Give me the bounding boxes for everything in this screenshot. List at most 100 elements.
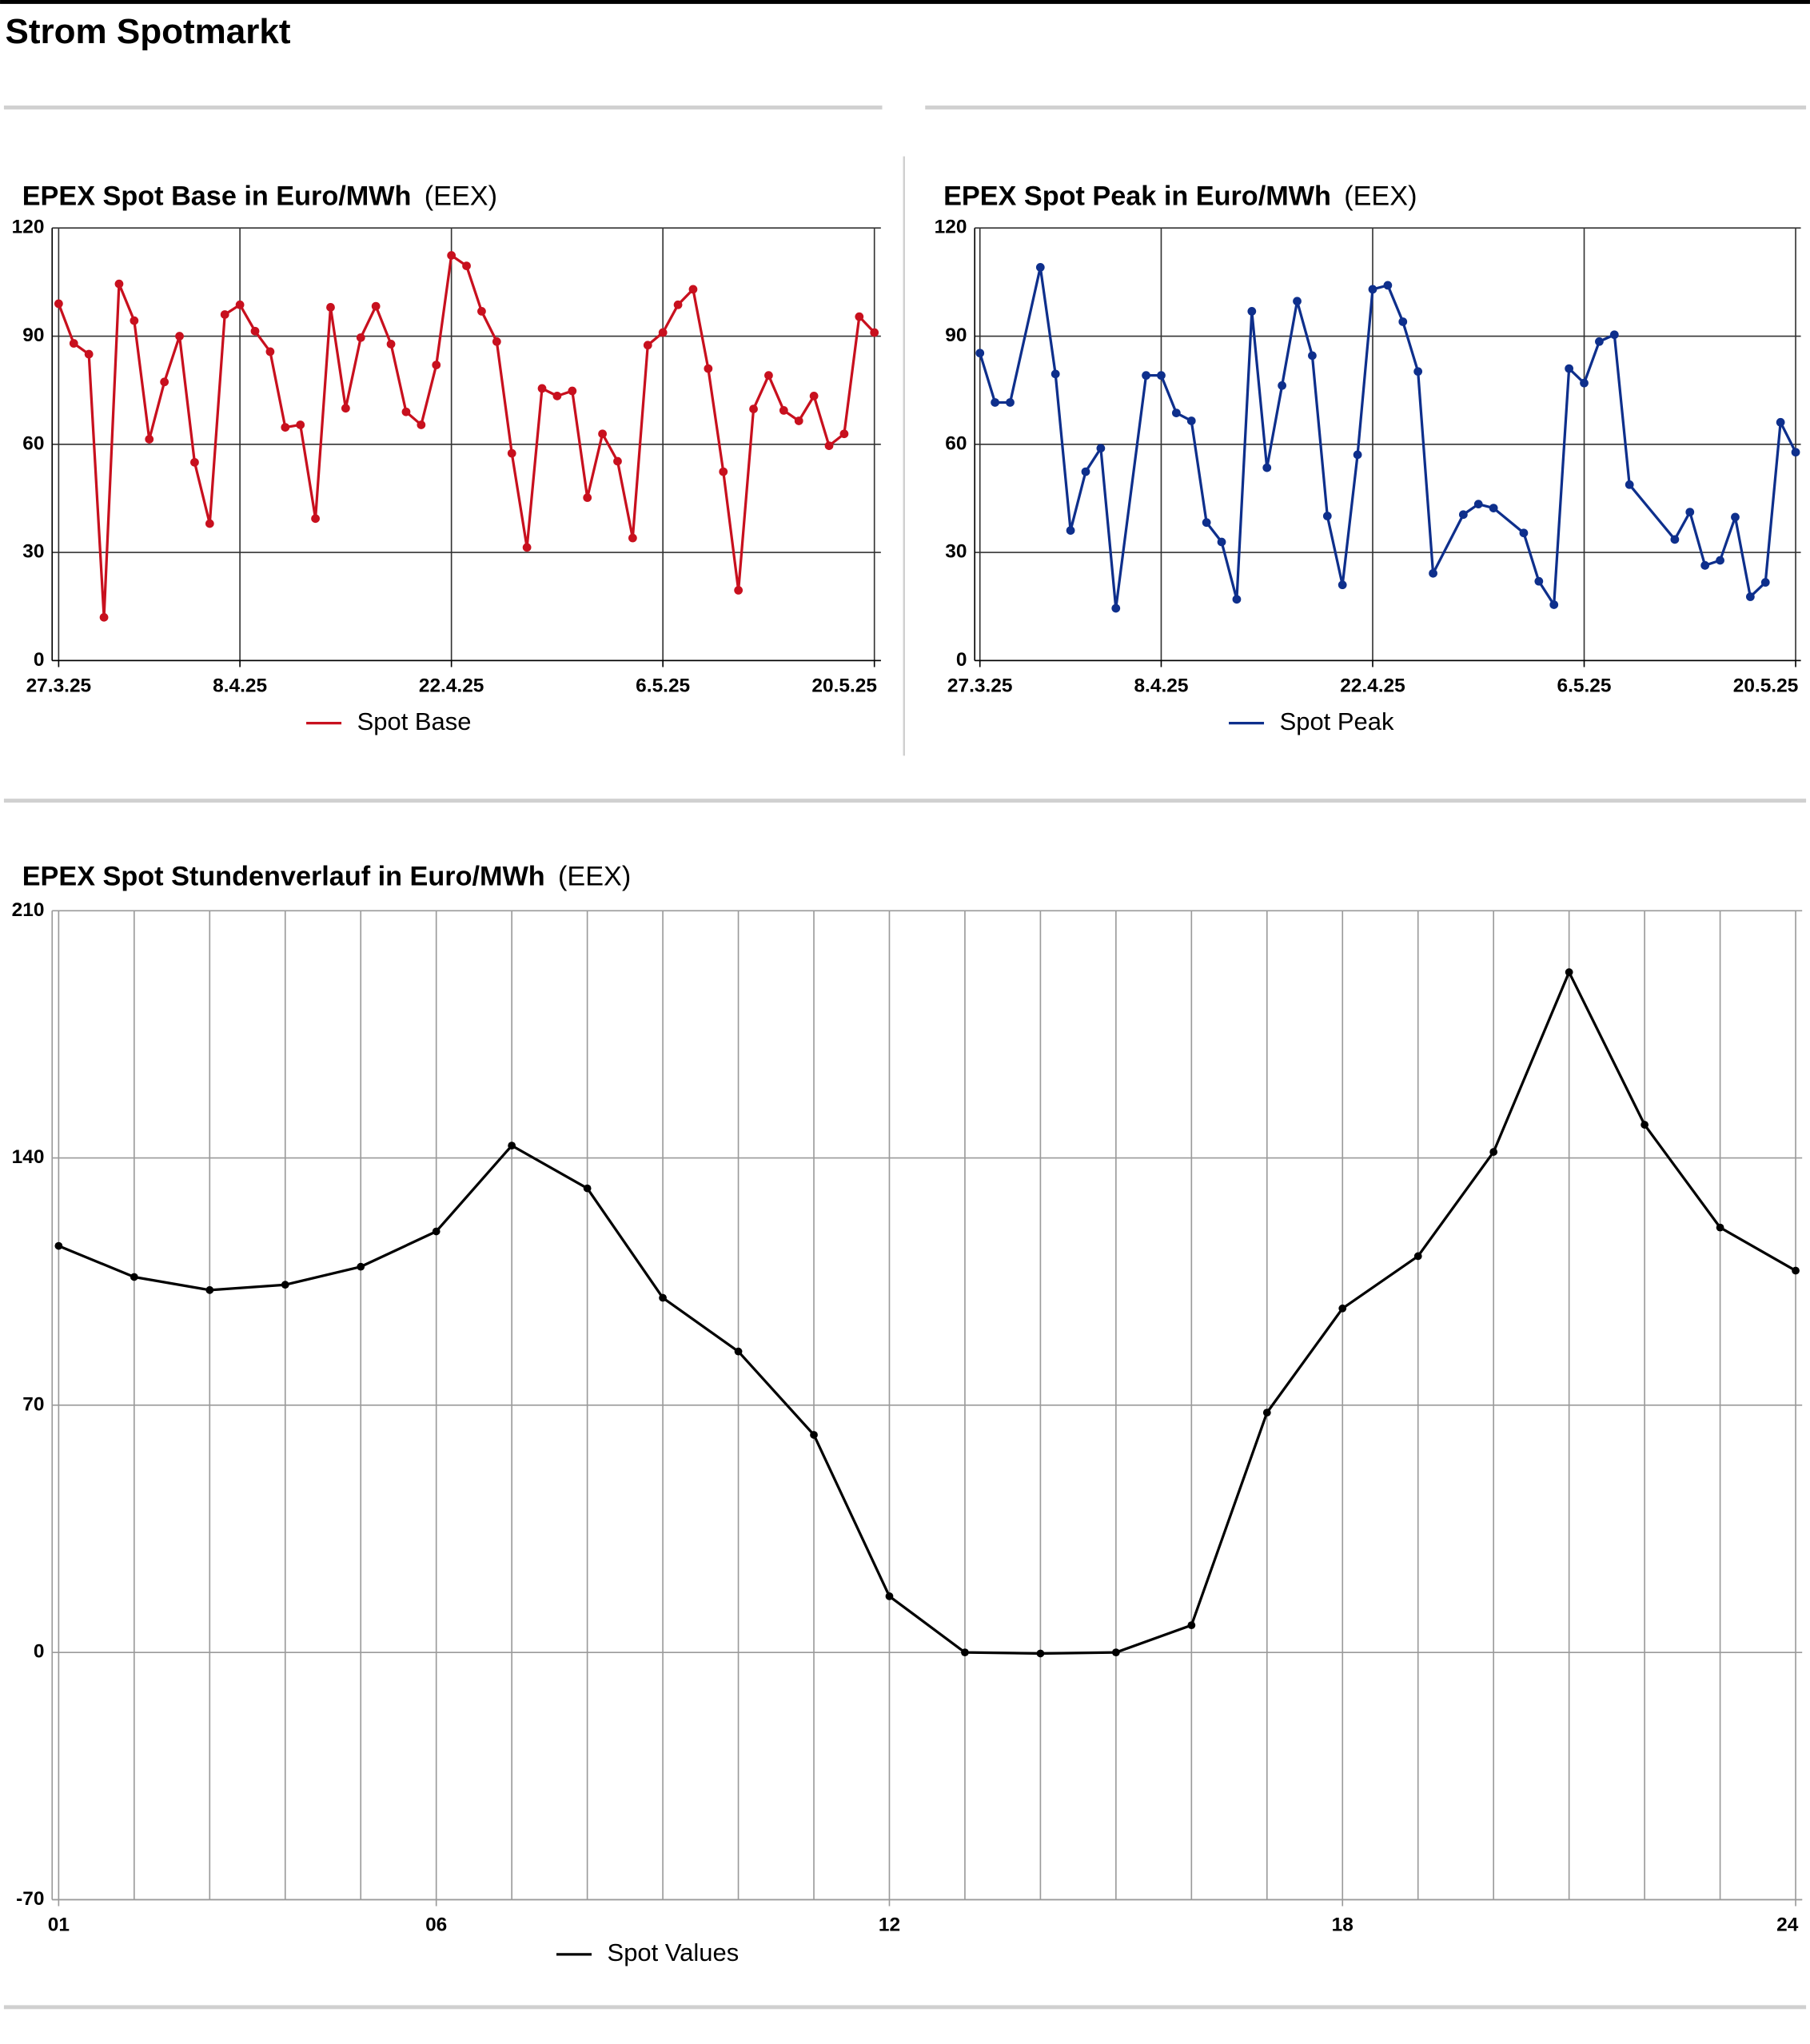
data-point [1157, 371, 1166, 381]
y-tick-label: 0 [34, 1641, 45, 1663]
data-point [1565, 364, 1573, 373]
data-point [326, 303, 335, 312]
page-title: Strom Spotmarkt [6, 12, 291, 51]
chart-source: (EEX) [1344, 181, 1417, 212]
data-point [734, 586, 744, 595]
data-point [205, 1285, 214, 1294]
x-tick-label: 20.5.25 [1733, 675, 1799, 696]
data-point [69, 339, 78, 348]
x-tick-label: 12 [879, 1914, 900, 1935]
data-point [1111, 1648, 1120, 1657]
series-line [57, 253, 875, 619]
data-point [1731, 512, 1740, 522]
separator [903, 156, 905, 756]
data-point [1398, 317, 1408, 326]
data-point [1247, 307, 1257, 316]
data-point [1036, 1649, 1045, 1658]
data-point [507, 448, 516, 458]
x-tick-label: 20.5.25 [811, 675, 877, 696]
y-tick-label: -70 [16, 1888, 44, 1910]
data-point [1262, 463, 1272, 472]
y-tick-label: 90 [22, 325, 44, 346]
data-point [1202, 518, 1211, 528]
data-point [281, 423, 290, 432]
data-point [1519, 528, 1529, 538]
x-tick-label: 06 [425, 1914, 447, 1935]
x-tick-label: 6.5.25 [1557, 675, 1612, 696]
data-point [1792, 1266, 1800, 1275]
data-point [1609, 330, 1619, 340]
y-tick-label: 120 [12, 217, 45, 238]
data-point [961, 1648, 969, 1657]
y-tick-label: 0 [34, 649, 45, 671]
top-rule [0, 0, 1810, 4]
data-point [1489, 504, 1498, 512]
data-point [386, 340, 396, 349]
data-point [160, 377, 169, 387]
legend-label: Spot Base [357, 707, 472, 735]
legend-label: Spot Peak [1280, 707, 1394, 735]
separator [925, 106, 1807, 110]
data-point [1791, 448, 1800, 457]
data-point [1534, 576, 1544, 586]
x-tick-label: 22.4.25 [1340, 675, 1405, 696]
chart-source: (EEX) [425, 181, 497, 212]
x-tick-label: 01 [48, 1914, 70, 1935]
y-tick-label: 140 [12, 1146, 45, 1168]
chart-title-text: EPEX Spot Stundenverlauf in Euro/MWh [22, 862, 545, 892]
data-point [1262, 1408, 1271, 1417]
y-tick-label: 30 [22, 541, 44, 563]
data-point [628, 533, 637, 543]
data-point [432, 1227, 441, 1236]
data-point [1716, 556, 1724, 565]
data-point [764, 371, 773, 381]
data-point [220, 310, 229, 319]
data-point [190, 457, 199, 467]
data-point [885, 1592, 894, 1600]
data-point [522, 543, 532, 552]
data-point [1322, 512, 1332, 520]
data-point [1641, 1121, 1649, 1129]
data-point [991, 398, 999, 407]
data-point [1111, 604, 1121, 613]
x-tick-label: 22.4.25 [419, 675, 484, 696]
chart-title: EPEX Spot Base in Euro/MWh (EEX) [22, 181, 497, 212]
data-point [1232, 595, 1242, 604]
data-point [1186, 416, 1196, 425]
data-point [1217, 537, 1226, 547]
data-point [1338, 1304, 1347, 1313]
chart-title: EPEX Spot Stundenverlauf in Euro/MWh (EEX… [22, 862, 632, 892]
x-tick-label: 18 [1332, 1914, 1354, 1935]
data-point [659, 1293, 667, 1302]
data-point [1368, 285, 1377, 294]
data-point [1171, 408, 1181, 417]
separator [3, 799, 1807, 803]
data-point [1625, 480, 1634, 489]
data-point [296, 420, 305, 429]
x-tick-label: 8.4.25 [213, 675, 267, 696]
data-point [1760, 578, 1770, 587]
data-point [1565, 968, 1573, 977]
data-point [583, 493, 592, 502]
data-point [1549, 600, 1559, 609]
x-tick-label: 27.3.25 [26, 675, 92, 696]
chart-title-text: EPEX Spot Base in Euro/MWh [22, 181, 412, 212]
data-point [613, 456, 622, 466]
data-point [1413, 367, 1423, 377]
data-point [265, 347, 275, 357]
data-point [794, 416, 803, 425]
data-point [1142, 371, 1150, 381]
data-point [371, 301, 381, 311]
data-point [447, 251, 456, 260]
data-point [810, 1431, 818, 1439]
data-point [1006, 398, 1015, 407]
data-point [1081, 467, 1090, 476]
chart-title-text: EPEX Spot Peak in Euro/MWh [943, 181, 1331, 212]
data-point [356, 333, 365, 342]
legend-label: Spot Values [608, 1938, 740, 1966]
separator [3, 106, 883, 110]
y-tick-label: 0 [956, 649, 967, 671]
data-point [54, 299, 63, 309]
data-point [1745, 592, 1755, 601]
data-point [749, 404, 758, 413]
